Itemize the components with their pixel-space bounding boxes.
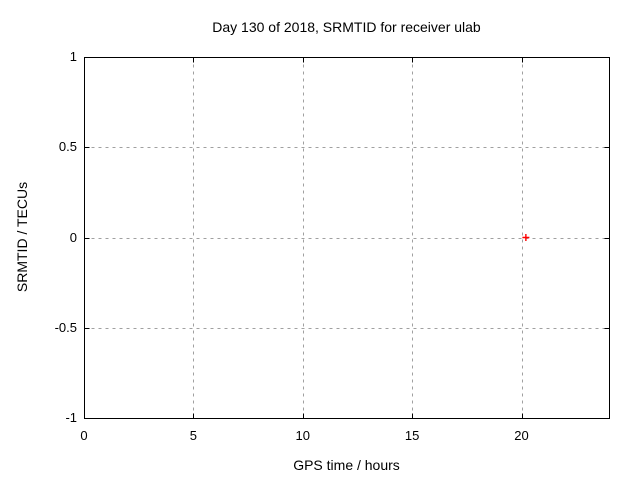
- y-tick-label: 0.5: [58, 139, 77, 155]
- y-tick-label: 0: [69, 229, 77, 245]
- x-tick-label: 15: [404, 428, 420, 443]
- chart-title: Day 130 of 2018, SRMTID for receiver ula…: [212, 19, 481, 35]
- x-tick-label: 5: [189, 428, 197, 443]
- x-tick-label: 10: [295, 428, 310, 443]
- x-tick-label: 0: [80, 428, 88, 443]
- x-axis-label: GPS time / hours: [293, 457, 400, 473]
- y-tick-label: -1: [65, 410, 77, 425]
- y-tick-label: -0.5: [54, 319, 77, 335]
- y-tick-label: 1: [69, 49, 77, 64]
- data-point-marker: [522, 234, 530, 241]
- x-tick-label: 20: [514, 428, 529, 443]
